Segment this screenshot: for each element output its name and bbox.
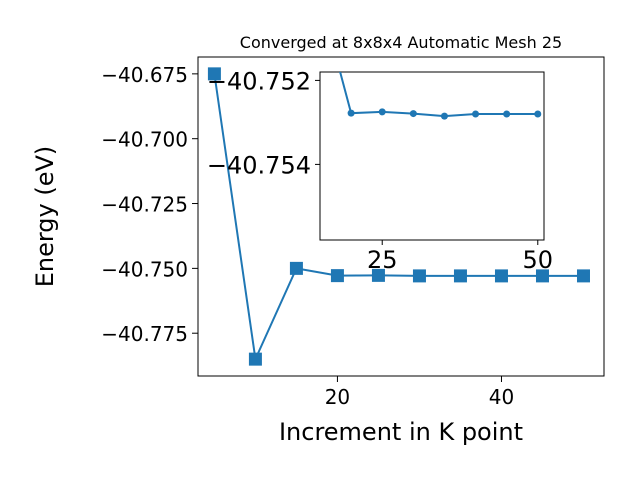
main-y-tick-label: −40.725 bbox=[101, 193, 188, 217]
main-y-tick-label: −40.775 bbox=[101, 322, 188, 346]
main-chart-title: Converged at 8x8x4 Automatic Mesh 25 bbox=[240, 33, 562, 52]
inset-y-tick-label: −40.752 bbox=[207, 67, 311, 95]
main-series bbox=[207, 67, 590, 366]
main-data-point bbox=[453, 269, 467, 283]
main-axes: 20 40 −40.675 −40.700 −40.725 −40.750 −40.775 bbox=[101, 63, 514, 409]
inset-data-point bbox=[409, 110, 417, 118]
inset-data-point bbox=[534, 110, 542, 118]
inset-data-point bbox=[440, 112, 448, 120]
inset-series bbox=[339, 72, 542, 120]
main-y-axis-label: Energy (eV) bbox=[31, 146, 59, 288]
main-data-point bbox=[494, 269, 508, 283]
main-data-point bbox=[330, 269, 344, 283]
inset-data-point bbox=[503, 110, 511, 118]
inset-axes: 25 50 −40.754 −40.752 bbox=[207, 67, 553, 274]
main-data-point bbox=[207, 67, 221, 81]
main-data-point bbox=[576, 269, 590, 283]
main-data-point bbox=[248, 352, 262, 366]
main-y-tick-label: −40.700 bbox=[101, 128, 188, 152]
main-data-point bbox=[371, 268, 385, 282]
main-data-point bbox=[412, 269, 426, 283]
main-x-tick-label: 40 bbox=[489, 385, 514, 409]
main-data-point bbox=[289, 261, 303, 275]
inset-data-point bbox=[347, 109, 355, 117]
inset-data-point bbox=[378, 108, 386, 116]
inset-x-tick-label: 25 bbox=[367, 246, 398, 274]
inset-plot-frame bbox=[319, 71, 545, 241]
inset-y-tick-label: −40.754 bbox=[207, 151, 311, 179]
inset-chart: 25 50 −40.754 −40.752 bbox=[207, 67, 553, 274]
main-x-tick-label: 20 bbox=[325, 385, 350, 409]
inset-data-point bbox=[472, 110, 480, 118]
inset-x-tick-label: 50 bbox=[523, 246, 554, 274]
inset-series-line bbox=[339, 72, 538, 118]
main-series-line bbox=[213, 73, 584, 363]
main-y-tick-label: −40.750 bbox=[101, 257, 188, 281]
main-x-axis-label: Increment in K point bbox=[279, 418, 523, 446]
main-data-point bbox=[535, 269, 549, 283]
main-y-tick-label: −40.675 bbox=[101, 63, 188, 87]
